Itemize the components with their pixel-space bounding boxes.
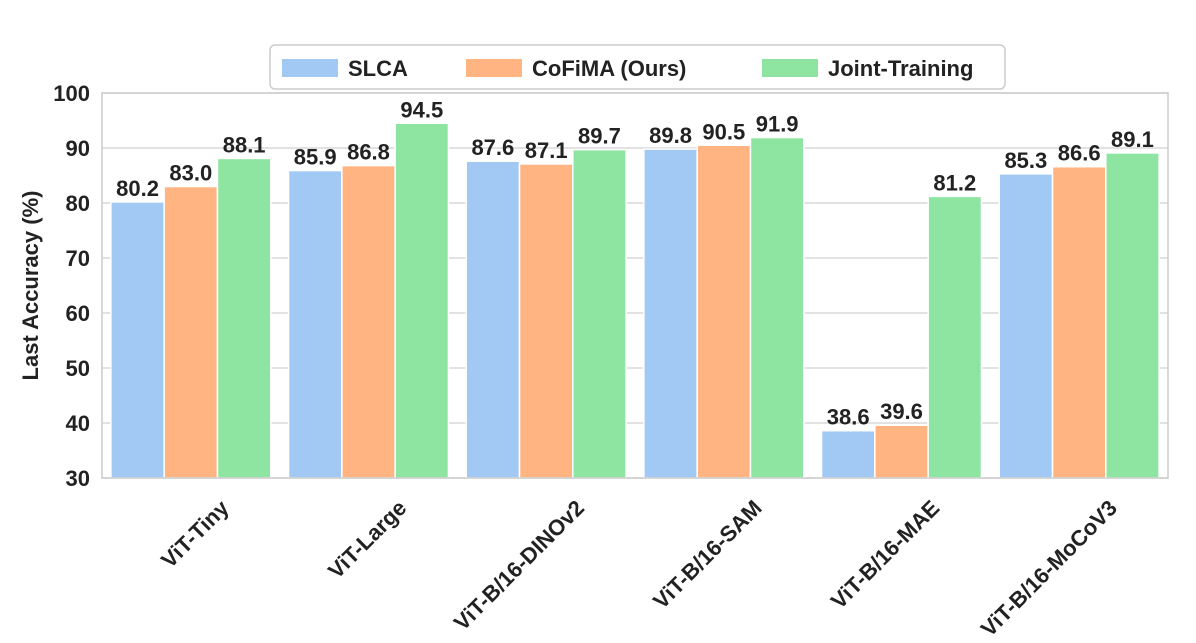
bar	[643, 148, 698, 479]
x-tick-label: ViT-B/16-DINOv2	[449, 495, 589, 635]
x-tick-label: ViT-B/16-MoCoV3	[976, 495, 1122, 641]
y-tick-label: 100	[53, 81, 90, 106]
bar	[518, 163, 574, 479]
data-label: 87.1	[525, 138, 568, 163]
bar	[572, 148, 627, 479]
legend-label: CoFiMA (Ours)	[532, 56, 686, 81]
legend-label: SLCA	[348, 56, 408, 81]
data-label: 86.6	[1058, 141, 1101, 166]
legend: SLCA CoFiMA (Ours) Joint-Training	[269, 44, 1006, 90]
bar	[874, 424, 929, 479]
x-axis-ticks: ViT-Tiny ViT-Large ViT-B/16-DINOv2 ViT-B/16…	[156, 495, 1122, 642]
bar	[1051, 165, 1107, 479]
bars	[110, 122, 1160, 479]
data-label: 89.8	[649, 123, 692, 148]
bar	[110, 201, 165, 479]
bar	[1105, 152, 1160, 479]
legend-swatch	[466, 59, 522, 77]
data-label: 38.6	[827, 405, 870, 430]
y-tick-label: 80	[66, 191, 90, 216]
bar	[394, 122, 450, 479]
data-label: 85.3	[1004, 148, 1047, 173]
data-label: 87.6	[471, 135, 514, 160]
bar	[341, 164, 396, 479]
bar	[465, 160, 521, 479]
x-tick-label: ViT-Large	[323, 495, 411, 583]
bar	[216, 157, 272, 479]
plot-frame	[101, 92, 1169, 479]
legend-box	[269, 44, 1006, 90]
y-axis-ticks: 30 40 50 60 70 80 90 100	[53, 81, 90, 491]
data-label: 85.9	[294, 145, 337, 170]
y-tick-label: 60	[66, 301, 90, 326]
y-tick-label: 30	[66, 466, 90, 491]
y-tick-label: 50	[66, 356, 90, 381]
bar	[820, 429, 876, 479]
data-label: 86.8	[347, 140, 390, 165]
y-axis-label: Last Accuracy (%)	[18, 191, 43, 381]
bar	[998, 173, 1054, 479]
data-label: 83.0	[169, 161, 212, 186]
x-tick-label: ViT-B/16-SAM	[648, 495, 767, 614]
data-label: 88.1	[223, 132, 266, 157]
legend-swatch	[762, 59, 818, 77]
data-label: 90.5	[702, 119, 745, 144]
data-label: 89.7	[578, 124, 621, 149]
data-label: 80.2	[116, 176, 159, 201]
y-tick-label: 90	[66, 136, 90, 161]
legend-swatch	[282, 59, 338, 77]
x-tick-label: ViT-Tiny	[156, 495, 234, 573]
grid-lines	[102, 92, 1168, 479]
bar	[927, 195, 983, 479]
data-label: 94.5	[400, 97, 443, 122]
x-tick-label: ViT-B/16-MAE	[826, 495, 945, 614]
bar	[696, 144, 752, 479]
bar	[749, 136, 805, 479]
data-label: 39.6	[880, 399, 923, 424]
data-labels: 80.2 83.0 88.1 85.9 86.8 94.5 87.6 87.1 89.7 89.8…	[116, 97, 1154, 429]
data-label: 91.9	[756, 112, 799, 137]
legend-label: Joint-Training	[828, 56, 973, 81]
data-label: 81.2	[933, 170, 976, 195]
y-tick-label: 70	[66, 246, 90, 271]
y-tick-label: 40	[66, 411, 90, 436]
bar	[287, 169, 343, 479]
bar	[163, 185, 219, 479]
data-label: 89.1	[1111, 127, 1154, 152]
